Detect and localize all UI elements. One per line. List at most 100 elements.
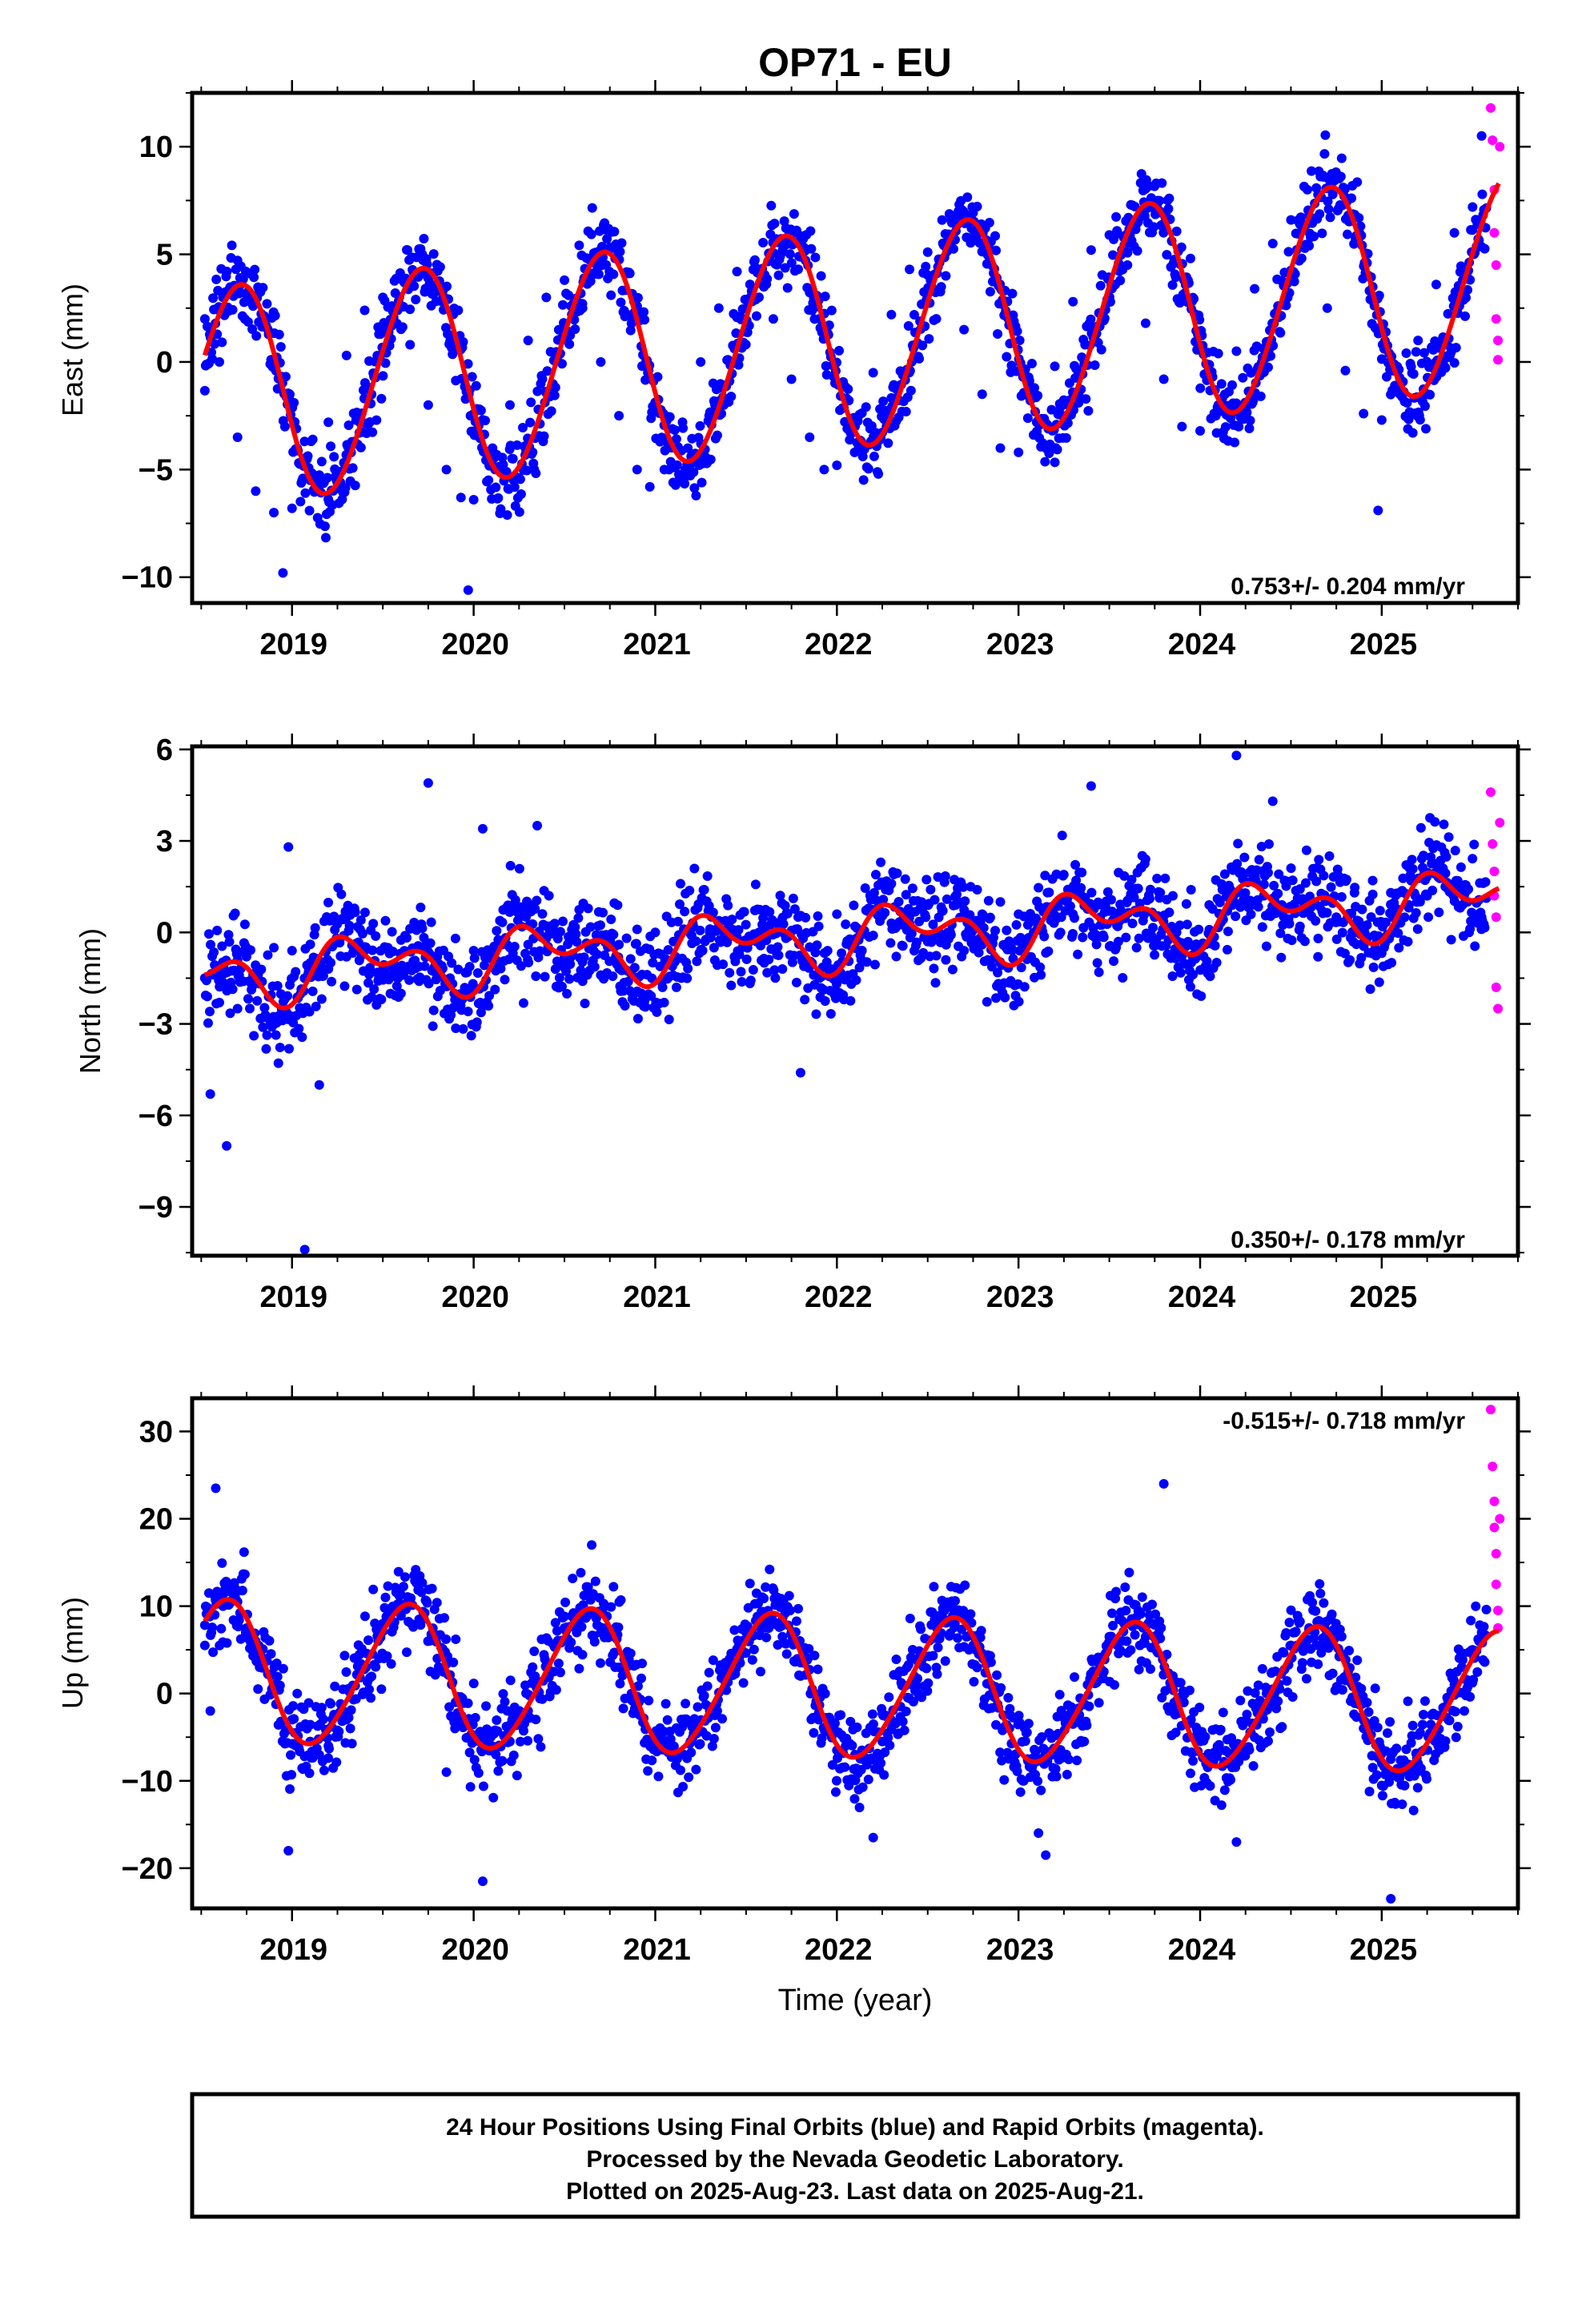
up-final-point [430, 1670, 440, 1680]
north-final-point [316, 994, 327, 1004]
up-final-point [402, 1647, 412, 1658]
up-final-point [1243, 1686, 1253, 1696]
north-final-point [745, 975, 756, 986]
north-final-point [1412, 924, 1423, 935]
east-final-point [782, 283, 793, 293]
east-final-point [1170, 272, 1181, 283]
north-final-point [849, 900, 859, 911]
north-final-point [1257, 922, 1267, 932]
north-final-point [773, 950, 784, 960]
north-final-point [355, 915, 366, 925]
up-final-point [684, 1772, 694, 1783]
north-final-point [458, 1023, 468, 1034]
east-final-point [1195, 315, 1205, 325]
north-final-point [1403, 936, 1413, 947]
east-rapid-point [1493, 355, 1504, 365]
east-final-point [680, 478, 690, 489]
east-final-point [199, 314, 210, 324]
up-final-point [765, 1564, 775, 1574]
east-final-point [984, 218, 994, 228]
east-final-point [644, 481, 655, 492]
north-final-point [1194, 924, 1204, 935]
north-final-point [941, 955, 951, 965]
east-final-point [227, 240, 237, 251]
east-y-tick-label: −5 [139, 453, 173, 487]
north-final-point [1160, 873, 1170, 883]
east-final-point [1401, 348, 1411, 358]
north-final-point [977, 909, 987, 919]
north-final-point [271, 1030, 281, 1040]
north-final-point [417, 923, 428, 934]
up-final-point [991, 1719, 1002, 1730]
east-final-point [359, 305, 370, 316]
east-final-point [780, 263, 790, 273]
north-final-point [850, 921, 860, 931]
east-final-point [262, 299, 272, 309]
up-final-point [969, 1676, 979, 1687]
up-final-point [717, 1714, 728, 1724]
east-final-point [378, 371, 388, 381]
east-final-point [378, 292, 388, 303]
up-final-point [1121, 1606, 1131, 1616]
east-final-point [602, 234, 612, 244]
east-final-point [793, 264, 803, 275]
north-final-point [516, 961, 526, 971]
up-final-point [1145, 1664, 1155, 1675]
up-x-tick-label: 2024 [1168, 1933, 1236, 1967]
east-final-point [234, 288, 244, 299]
north-final-point [1098, 932, 1109, 943]
north-final-point [1284, 919, 1295, 929]
east-final-point [671, 434, 681, 444]
up-final-point [868, 1719, 878, 1729]
north-final-point [484, 991, 495, 1001]
north-final-point [1311, 915, 1321, 926]
east-final-point [805, 432, 815, 443]
north-final-point [922, 936, 933, 947]
east-final-point [468, 494, 479, 505]
up-final-point [813, 1664, 823, 1675]
north-final-point [901, 890, 911, 900]
north-final-point [409, 917, 420, 927]
east-final-point [1407, 428, 1418, 438]
east-final-point [1286, 215, 1296, 225]
north-final-point [1071, 875, 1082, 886]
east-y-tick-label: 0 [156, 346, 173, 380]
north-final-point [1202, 956, 1212, 967]
east-final-point [1014, 336, 1025, 346]
north-final-point [1078, 932, 1088, 943]
north-final-point [463, 1006, 473, 1016]
north-final-point [748, 965, 758, 975]
north-final-point [780, 900, 790, 911]
north-final-point [604, 956, 615, 967]
north-final-point [428, 1005, 439, 1015]
east-final-point [726, 392, 737, 402]
east-x-tick-label: 2025 [1350, 628, 1418, 661]
east-final-point [1476, 131, 1487, 141]
east-x-tick-label: 2024 [1168, 628, 1236, 661]
north-y-tick-label: 3 [156, 825, 173, 858]
east-final-point [463, 359, 473, 369]
north-final-point [1362, 920, 1372, 931]
up-final-point [908, 1696, 918, 1707]
north-final-point [1275, 928, 1286, 939]
east-final-point [1105, 296, 1115, 307]
east-final-point [1230, 437, 1240, 448]
north-final-point [695, 925, 705, 935]
east-final-point [1132, 246, 1142, 256]
east-final-point [326, 441, 336, 452]
east-final-point [1195, 425, 1206, 436]
east-x-tick-label: 2023 [986, 628, 1054, 661]
north-final-point [632, 924, 642, 935]
east-final-point [397, 322, 408, 332]
north-final-point [598, 907, 608, 918]
up-y-tick-label: −10 [122, 1765, 173, 1799]
east-final-point [476, 405, 486, 416]
east-final-point [298, 473, 308, 484]
east-final-point [669, 424, 680, 435]
north-final-point [1133, 883, 1143, 894]
up-x-tick-label: 2020 [441, 1933, 509, 1967]
up-final-point [1062, 1769, 1072, 1779]
east-final-point [691, 490, 701, 501]
north-final-point [1144, 894, 1154, 904]
east-final-point [1158, 374, 1169, 384]
